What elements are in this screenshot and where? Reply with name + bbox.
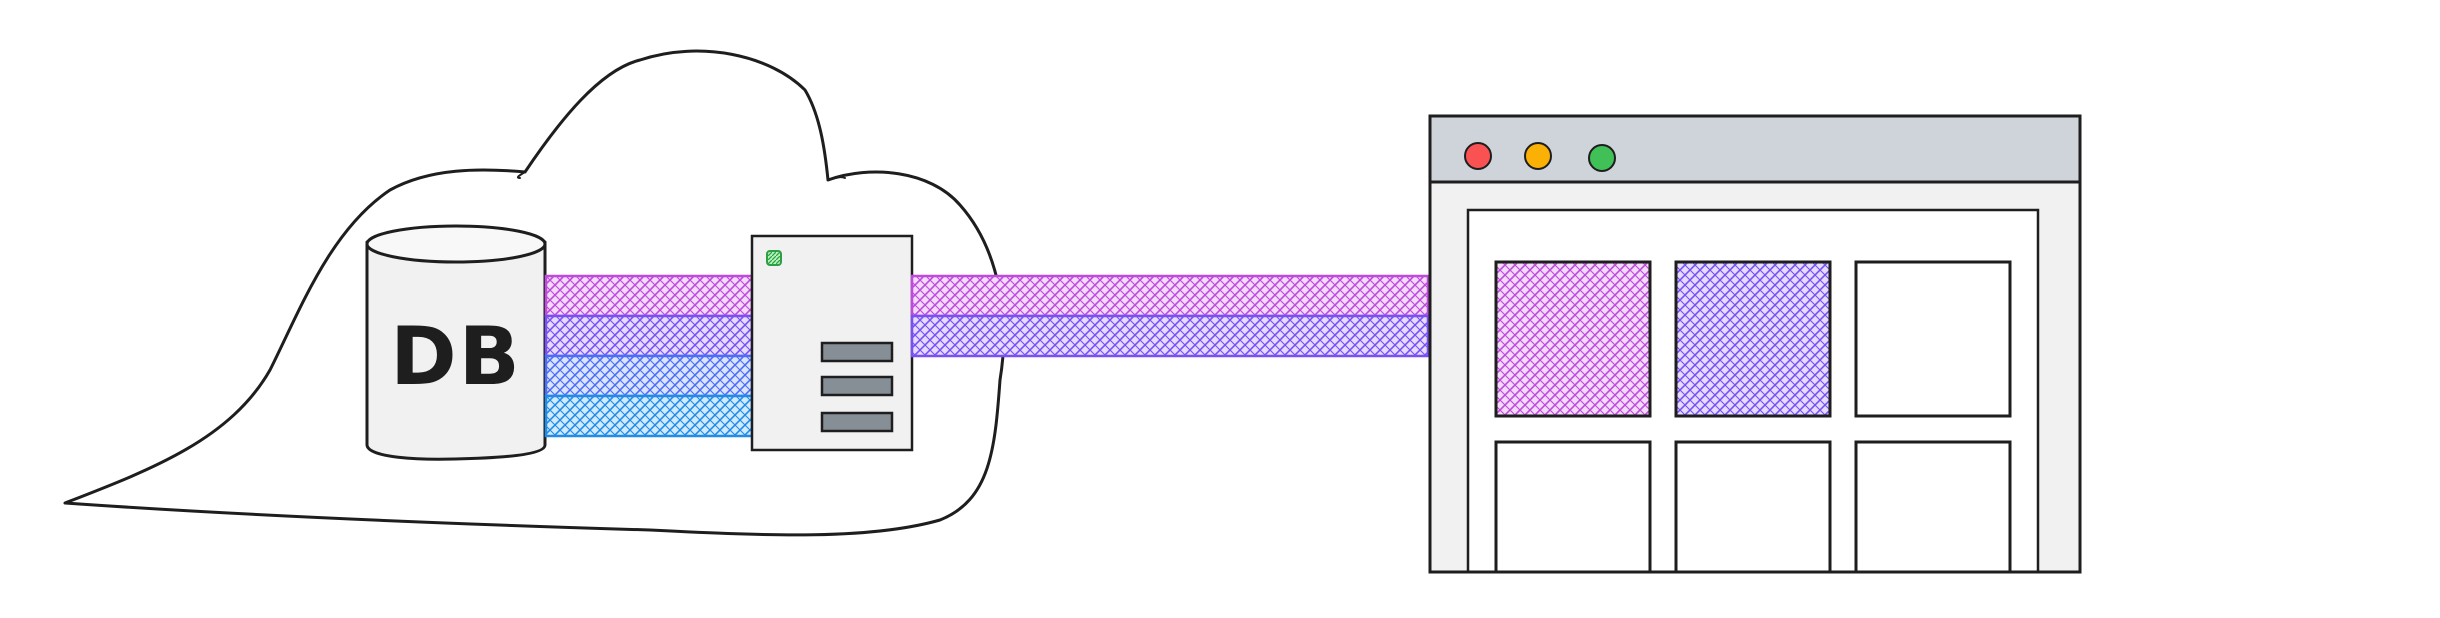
server-bar <box>820 375 894 397</box>
db-server-streams <box>544 274 754 438</box>
database: DB <box>365 224 547 461</box>
server-status-light <box>766 250 782 266</box>
content-tile <box>1674 440 1832 574</box>
content-tile <box>1494 260 1652 418</box>
content-tile <box>1674 260 1832 418</box>
server-browser-streams <box>910 274 1430 358</box>
stream-violet <box>910 314 1430 358</box>
server <box>750 234 914 452</box>
server-bar <box>820 411 894 433</box>
content-tile <box>1854 440 2012 574</box>
maximize-dot <box>1588 144 1616 172</box>
cloud <box>63 49 1006 537</box>
content-tile <box>1494 440 1652 574</box>
stream-indigo <box>544 354 754 398</box>
browser-window <box>1428 114 2082 574</box>
database-label: DB <box>390 310 521 403</box>
stream-blue <box>544 394 754 438</box>
server-bar <box>820 341 894 363</box>
stream-magenta <box>544 274 754 318</box>
close-dot <box>1464 142 1492 170</box>
stream-magenta <box>910 274 1430 318</box>
database-top <box>365 224 547 264</box>
database-body <box>365 240 547 461</box>
content-tile <box>1854 260 2012 418</box>
stream-violet <box>544 314 754 358</box>
minimize-dot <box>1524 142 1552 170</box>
